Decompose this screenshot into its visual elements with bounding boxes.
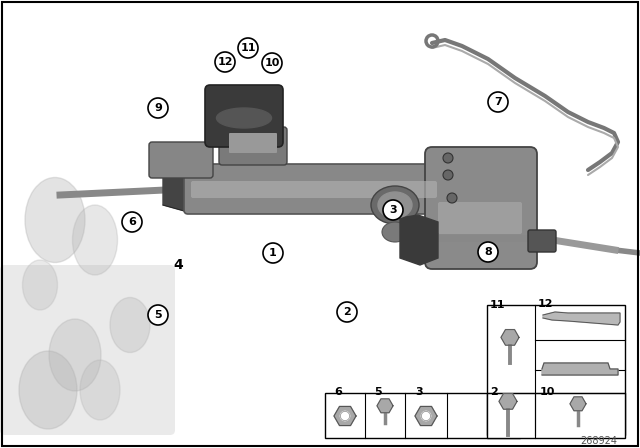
Circle shape — [263, 243, 283, 263]
Text: 9: 9 — [154, 103, 162, 113]
Text: 6: 6 — [128, 217, 136, 227]
Text: 7: 7 — [494, 97, 502, 107]
Text: 8: 8 — [484, 247, 492, 257]
Ellipse shape — [80, 360, 120, 420]
FancyBboxPatch shape — [191, 181, 437, 198]
Polygon shape — [542, 363, 618, 375]
Polygon shape — [499, 394, 517, 409]
Ellipse shape — [382, 222, 408, 242]
Circle shape — [421, 411, 431, 421]
Text: 5: 5 — [154, 310, 162, 320]
Text: 10: 10 — [540, 387, 556, 397]
Circle shape — [488, 92, 508, 112]
FancyBboxPatch shape — [438, 202, 522, 234]
Circle shape — [238, 38, 258, 58]
Polygon shape — [400, 215, 438, 265]
Text: 2: 2 — [490, 387, 498, 397]
Text: 12: 12 — [217, 57, 233, 67]
Circle shape — [215, 52, 235, 72]
FancyBboxPatch shape — [184, 164, 442, 214]
Circle shape — [148, 305, 168, 325]
FancyBboxPatch shape — [205, 85, 283, 147]
Text: 5: 5 — [374, 387, 381, 397]
Ellipse shape — [110, 297, 150, 353]
Ellipse shape — [216, 108, 271, 128]
Text: 11: 11 — [240, 43, 256, 53]
Ellipse shape — [378, 192, 412, 218]
Circle shape — [262, 53, 282, 73]
FancyBboxPatch shape — [425, 147, 537, 269]
Text: 6: 6 — [334, 387, 342, 397]
Polygon shape — [570, 397, 586, 411]
FancyBboxPatch shape — [487, 305, 625, 435]
Polygon shape — [163, 170, 212, 212]
FancyBboxPatch shape — [149, 142, 213, 178]
Circle shape — [148, 98, 168, 118]
Circle shape — [447, 193, 457, 203]
Polygon shape — [501, 330, 519, 345]
Ellipse shape — [25, 177, 85, 263]
FancyBboxPatch shape — [0, 265, 175, 435]
Circle shape — [443, 170, 453, 180]
Circle shape — [337, 302, 357, 322]
Text: 268924: 268924 — [580, 436, 617, 446]
Circle shape — [478, 242, 498, 262]
Polygon shape — [334, 406, 356, 426]
Circle shape — [122, 212, 142, 232]
Ellipse shape — [19, 351, 77, 429]
Text: 11: 11 — [490, 300, 506, 310]
Ellipse shape — [49, 319, 101, 391]
Text: 12: 12 — [538, 299, 554, 309]
Text: 2: 2 — [343, 307, 351, 317]
Polygon shape — [543, 312, 620, 325]
Ellipse shape — [72, 205, 118, 275]
Circle shape — [383, 200, 403, 220]
FancyBboxPatch shape — [325, 393, 520, 438]
Circle shape — [443, 153, 453, 163]
Text: 3: 3 — [389, 205, 397, 215]
Text: 10: 10 — [264, 58, 280, 68]
Text: 3: 3 — [415, 387, 422, 397]
FancyBboxPatch shape — [219, 127, 287, 165]
Ellipse shape — [371, 186, 419, 224]
Text: 4: 4 — [173, 258, 183, 272]
FancyBboxPatch shape — [229, 133, 277, 153]
FancyBboxPatch shape — [487, 393, 625, 438]
FancyBboxPatch shape — [528, 230, 556, 252]
Polygon shape — [415, 406, 437, 426]
Circle shape — [340, 411, 349, 421]
Ellipse shape — [22, 260, 58, 310]
Text: 1: 1 — [269, 248, 277, 258]
Polygon shape — [377, 399, 393, 413]
